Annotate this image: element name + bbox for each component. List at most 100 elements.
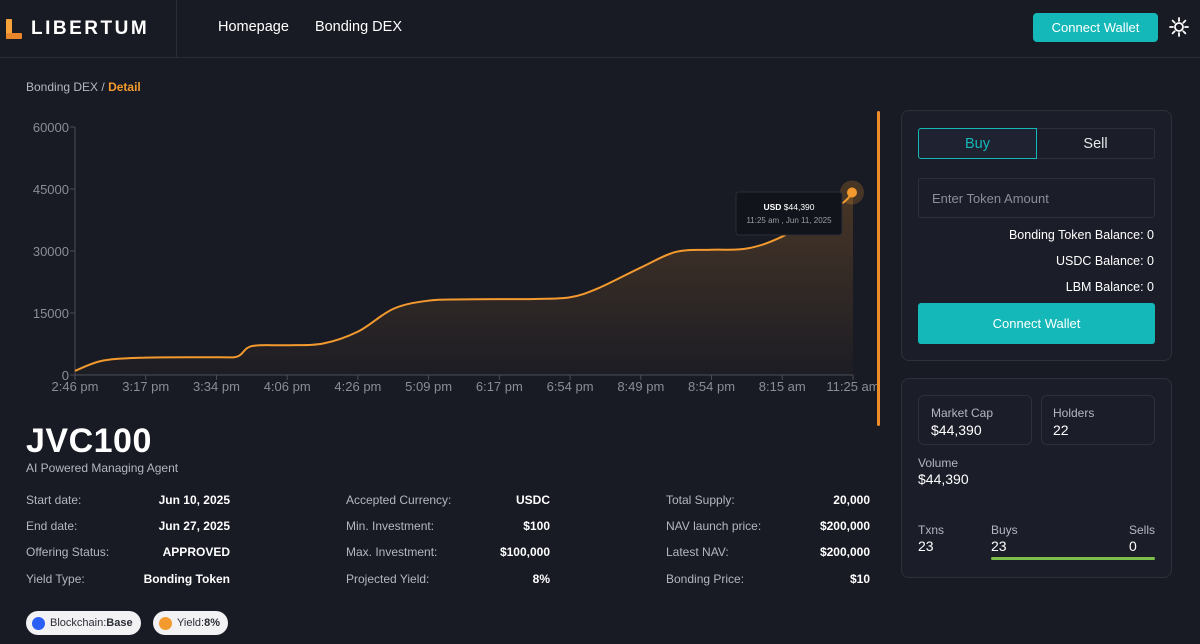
badge-value: Base — [106, 617, 133, 629]
detail-value: $200,000 — [819, 545, 870, 559]
detail-value: USDC — [515, 493, 550, 507]
detail-value: Bonding Token — [143, 572, 230, 586]
badge-value: 8% — [204, 617, 221, 629]
detail-value: $200,000 — [819, 519, 870, 533]
volume-value: $44,390 — [918, 471, 969, 487]
connect-wallet-button[interactable]: Connect Wallet — [1033, 13, 1158, 42]
trade-tabs: Buy Sell — [918, 128, 1155, 159]
detail-label: Projected Yield: — [346, 572, 430, 586]
detail-label: Start date: — [26, 493, 82, 507]
token-subtitle: AI Powered Managing Agent — [26, 461, 179, 475]
y-tick-label: 30000 — [33, 244, 69, 259]
x-tick-label: 11:25 am — [826, 379, 879, 394]
detail-label: Max. Investment: — [346, 545, 438, 559]
detail-row: Bonding Price: $10 — [666, 572, 870, 586]
yield-icon — [159, 616, 172, 630]
holders-label: Holders — [1053, 406, 1095, 420]
nav-bonding-dex[interactable]: Bonding DEX — [314, 19, 402, 35]
main-nav: Homepage Bonding DEX — [218, 19, 402, 35]
connect-wallet-button[interactable]: Connect Wallet — [918, 303, 1155, 344]
tooltip-time: 11:25 am , Jun 11, 2025 — [746, 216, 832, 225]
txns-label: Txns — [918, 523, 945, 537]
holders-box — [1041, 395, 1155, 445]
tab-sell[interactable]: Sell — [1037, 128, 1155, 159]
x-tick-label: 6:54 pm — [547, 379, 594, 394]
y-tick-label: 15000 — [33, 306, 69, 321]
tooltip-value: USD $44,390 — [763, 202, 814, 212]
blockchain-badge: Blockchain: Base — [26, 611, 141, 635]
brand-name: LIBERTUM — [31, 18, 150, 39]
x-tick-label: 8:49 pm — [617, 379, 664, 394]
series-area — [75, 191, 853, 375]
buys-label: Buys — [991, 523, 1018, 537]
detail-label: Offering Status: — [26, 545, 110, 559]
sun-icon[interactable] — [1169, 17, 1189, 37]
chart-scroll-bar[interactable] — [877, 111, 880, 426]
breadcrumb-parent[interactable]: Bonding DEX — [26, 80, 99, 94]
buys-value: 23 — [991, 538, 1007, 554]
market-cap-box — [918, 395, 1032, 445]
sells-value: 0 — [1129, 538, 1137, 554]
header-divider — [176, 0, 177, 57]
y-tick-label: 0 — [62, 368, 69, 383]
detail-label: Min. Investment: — [346, 519, 435, 533]
buy-sell-ratio-bar — [991, 557, 1155, 560]
detail-value: $100,000 — [499, 545, 550, 559]
logo-icon — [6, 19, 22, 39]
lbm-balance: LBM Balance: 0 — [1065, 280, 1154, 294]
y-tick-label: 45000 — [33, 182, 69, 197]
tab-buy[interactable]: Buy — [918, 128, 1037, 159]
active-point — [847, 187, 857, 198]
x-tick-label: 5:09 pm — [405, 379, 452, 394]
detail-value: $10 — [849, 572, 870, 586]
badge-label: Yield: — [177, 617, 205, 629]
sells-label: Sells — [1129, 523, 1156, 537]
x-tick-label: 4:06 pm — [264, 379, 311, 394]
stats-panel — [901, 378, 1172, 578]
breadcrumb-separator: / — [101, 80, 105, 94]
brand-logo[interactable]: LIBERTUM — [6, 14, 149, 44]
x-tick-label: 8:15 am — [759, 379, 806, 394]
txns-value: 23 — [918, 538, 934, 554]
detail-label: Yield Type: — [26, 572, 85, 586]
x-tick-label: 3:17 pm — [122, 379, 169, 394]
market-cap-value: $44,390 — [931, 422, 982, 438]
detail-value: Jun 10, 2025 — [158, 493, 230, 507]
breadcrumb-current: Detail — [108, 80, 141, 94]
detail-label: Accepted Currency: — [346, 493, 452, 507]
detail-value: 20,000 — [833, 493, 870, 507]
bonding-token-balance: Bonding Token Balance: 0 — [1008, 228, 1154, 242]
detail-row: Offering Status: APPROVED — [26, 545, 230, 559]
breadcrumb: Bonding DEX / Detail — [26, 80, 141, 94]
detail-value: 8% — [532, 572, 550, 586]
price-chart[interactable]: 0 15000 30000 45000 60000 2:46 pm 3:17 pm 3:34 … — [0, 100, 890, 410]
usdc-balance: USDC Balance: 0 — [1056, 254, 1154, 268]
badge-label: Blockchain: — [50, 617, 107, 629]
detail-label: End date: — [26, 519, 78, 533]
detail-row: Accepted Currency: USDC — [346, 493, 550, 507]
x-tick-label: 6:17 pm — [476, 379, 523, 394]
x-tick-label: 8:54 pm — [688, 379, 735, 394]
market-cap-label: Market Cap — [931, 406, 994, 420]
chart-tooltip — [735, 191, 843, 236]
token-amount-input[interactable] — [918, 178, 1155, 218]
token-symbol: JVC100 — [26, 422, 152, 460]
detail-label: NAV launch price: — [666, 519, 762, 533]
y-tick-label: 60000 — [33, 120, 69, 135]
detail-row: End date: Jun 27, 2025 — [26, 519, 230, 533]
yield-badge: Yield: 8% — [153, 611, 229, 635]
nav-homepage[interactable]: Homepage — [218, 19, 289, 35]
detail-row: Projected Yield: 8% — [346, 572, 550, 586]
detail-row: Min. Investment: $100 — [346, 519, 550, 533]
detail-row: Start date: Jun 10, 2025 — [26, 493, 230, 507]
detail-label: Bonding Price: — [666, 572, 745, 586]
volume-label: Volume — [918, 456, 959, 470]
holders-value: 22 — [1053, 422, 1069, 438]
top-bar: LIBERTUM Homepage Bonding DEX Connect Wa… — [0, 0, 1200, 58]
base-chain-icon — [32, 616, 45, 630]
detail-value: $100 — [523, 519, 550, 533]
detail-value: APPROVED — [162, 545, 230, 559]
detail-row: Max. Investment: $100,000 — [346, 545, 550, 559]
x-tick-label: 2:46 pm — [52, 379, 99, 394]
detail-label: Latest NAV: — [666, 545, 729, 559]
